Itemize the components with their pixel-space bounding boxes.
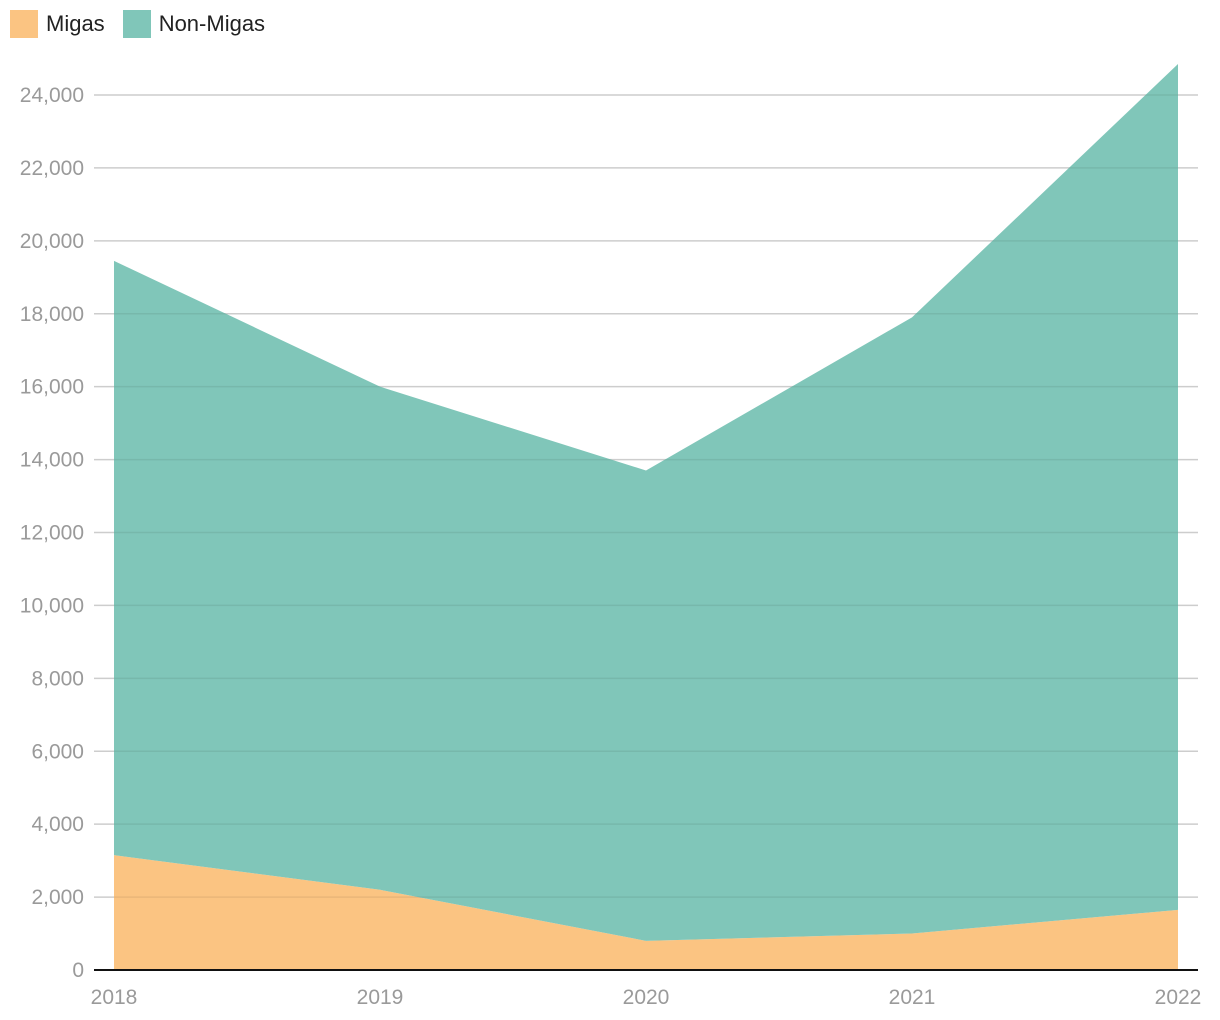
- y-tick-label: 6,000: [31, 740, 84, 763]
- legend-label-migas: Migas: [46, 11, 105, 36]
- y-tick-label: 20,000: [20, 230, 84, 253]
- legend-swatch-migas: [10, 10, 38, 38]
- y-tick-label: 24,000: [20, 84, 84, 107]
- x-tick-label: 2020: [623, 986, 670, 1009]
- y-tick-label: 0: [72, 959, 84, 982]
- x-tick-label: 2022: [1155, 986, 1202, 1009]
- x-tick-label: 2019: [357, 986, 404, 1009]
- y-tick-label: 4,000: [31, 813, 84, 836]
- area-migas[interactable]: [114, 855, 1178, 970]
- y-tick-label: 22,000: [20, 157, 84, 180]
- y-tick-label: 18,000: [20, 303, 84, 326]
- legend-label-non-migas: Non-Migas: [158, 11, 266, 36]
- x-tick-label: 2021: [889, 986, 936, 1009]
- legend-item-migas[interactable]: Migas: [10, 10, 105, 38]
- legend-item-non-migas[interactable]: Non-Migas: [122, 10, 266, 38]
- y-tick-label: 8,000: [31, 667, 84, 690]
- y-tick-label: 2,000: [31, 886, 84, 909]
- y-tick-label: 12,000: [20, 522, 84, 545]
- y-tick-label: 14,000: [20, 449, 84, 472]
- x-axis-ticks: 2018 2019 2020 2021 2022: [91, 986, 1202, 1009]
- y-axis-ticks: 0 2,000 4,000 6,000 8,000 10,000 12,000 14,000 1…: [20, 84, 84, 982]
- chart-areas: [94, 64, 1198, 970]
- y-tick-label: 16,000: [20, 376, 84, 399]
- x-tick-label: 2018: [91, 986, 138, 1009]
- legend: Migas Non-Migas: [10, 10, 265, 38]
- y-tick-label: 10,000: [20, 594, 84, 617]
- area-non-migas[interactable]: [114, 64, 1178, 941]
- legend-swatch-non-migas: [122, 10, 151, 38]
